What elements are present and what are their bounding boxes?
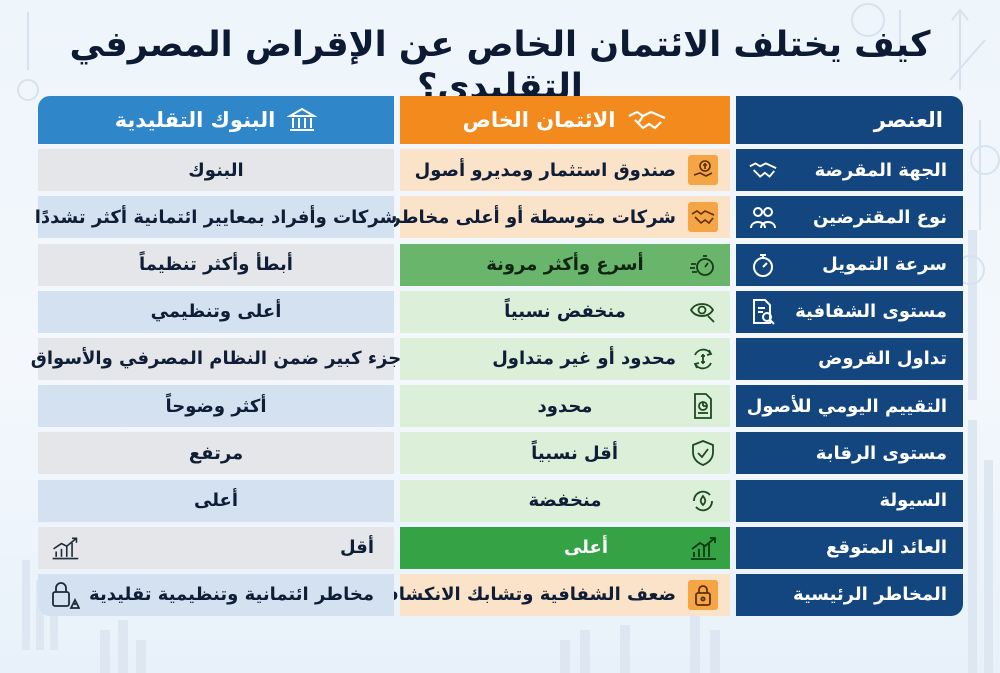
header-element-label: العنصر — [873, 108, 943, 132]
fast-stopwatch-icon — [688, 250, 718, 280]
banks-expected-return: أقل — [38, 526, 394, 569]
report-chart-icon — [688, 391, 718, 421]
comparison-table: البنوك التقليدية الائتمان الخاص العنصر ا… — [31, 96, 963, 616]
handshake-icon — [688, 202, 718, 233]
private-credit-lender: صندوق استثمار ومديرو أصول — [400, 149, 730, 192]
growth-chart-icon — [50, 533, 80, 563]
lock-icon — [688, 579, 718, 610]
handshake-icon — [748, 155, 778, 185]
document-search-icon — [748, 297, 778, 327]
header-private-credit-label: الائتمان الخاص — [462, 108, 616, 132]
private-credit-daily-valuation: محدود — [400, 385, 730, 428]
banks-lender: البنوك — [38, 149, 394, 192]
row-label-daily-valuation: التقييم اليومي للأصول — [736, 385, 963, 428]
eye-search-icon — [688, 297, 718, 327]
money-cycle-icon — [688, 344, 718, 374]
private-credit-loan-trading: محدود أو غير متداول — [400, 337, 730, 380]
row-label-funding-speed: سرعة التمويل — [736, 243, 963, 286]
banks-loan-trading: جزء كبير ضمن النظام المصرفي والأسواق — [31, 337, 401, 380]
row-label-lender: الجهة المقرضة — [736, 149, 963, 192]
private-credit-oversight: أقل نسبياً — [400, 432, 730, 475]
banks-main-risks: مخاطر ائتمانية وتنظيمية تقليدية — [38, 573, 394, 616]
row-label-oversight: مستوى الرقابة — [736, 432, 963, 475]
private-credit-transparency: منخفض نسبياً — [400, 290, 730, 333]
banks-transparency: أعلى وتنظيمي — [38, 290, 394, 333]
row-label-borrowers: نوع المقترضين — [736, 196, 963, 239]
exchange-icon — [748, 344, 752, 374]
header-private-credit: الائتمان الخاص — [400, 96, 730, 144]
row-label-expected-return: العائد المتوقع — [736, 526, 963, 569]
bank-building-icon — [287, 106, 318, 134]
stopwatch-icon — [748, 250, 778, 280]
banks-borrowers: شركات وأفراد بمعايير ائتمانية أكثر تشددً… — [35, 196, 397, 239]
shield-check-icon — [688, 438, 718, 468]
header-element: العنصر — [736, 96, 963, 144]
row-label-main-risks: المخاطر الرئيسية — [736, 573, 963, 616]
banks-funding-speed: أبطأ وأكثر تنظيماً — [38, 243, 394, 286]
row-label-transparency: مستوى الشفافية — [736, 290, 963, 333]
row-label-loan-trading: تداول القروض — [736, 337, 963, 380]
handshake-icon — [627, 106, 667, 134]
row-label-liquidity: السيولة — [736, 479, 963, 522]
private-credit-funding-speed: أسرع وأكثر مرونة — [400, 243, 730, 286]
growth-chart-icon — [688, 533, 718, 563]
banks-liquidity: أعلى — [38, 479, 394, 522]
header-traditional-banks: البنوك التقليدية — [38, 96, 394, 144]
private-credit-main-risks: ضعف الشفافية وتشابك الانكشافات — [362, 573, 730, 616]
people-icon — [748, 202, 778, 232]
banks-oversight: مرتفع — [38, 432, 394, 475]
private-credit-borrowers: شركات متوسطة أو أعلى مخاطرة — [380, 196, 730, 239]
private-credit-liquidity: منخفضة — [400, 479, 730, 522]
header-banks-label: البنوك التقليدية — [114, 108, 276, 132]
lock-warning-icon — [50, 580, 80, 610]
liquidity-cycle-icon — [688, 486, 718, 516]
money-hand-icon — [688, 155, 718, 186]
private-credit-expected-return: أعلى — [400, 526, 730, 569]
banks-daily-valuation: أكثر وضوحاً — [38, 385, 394, 428]
